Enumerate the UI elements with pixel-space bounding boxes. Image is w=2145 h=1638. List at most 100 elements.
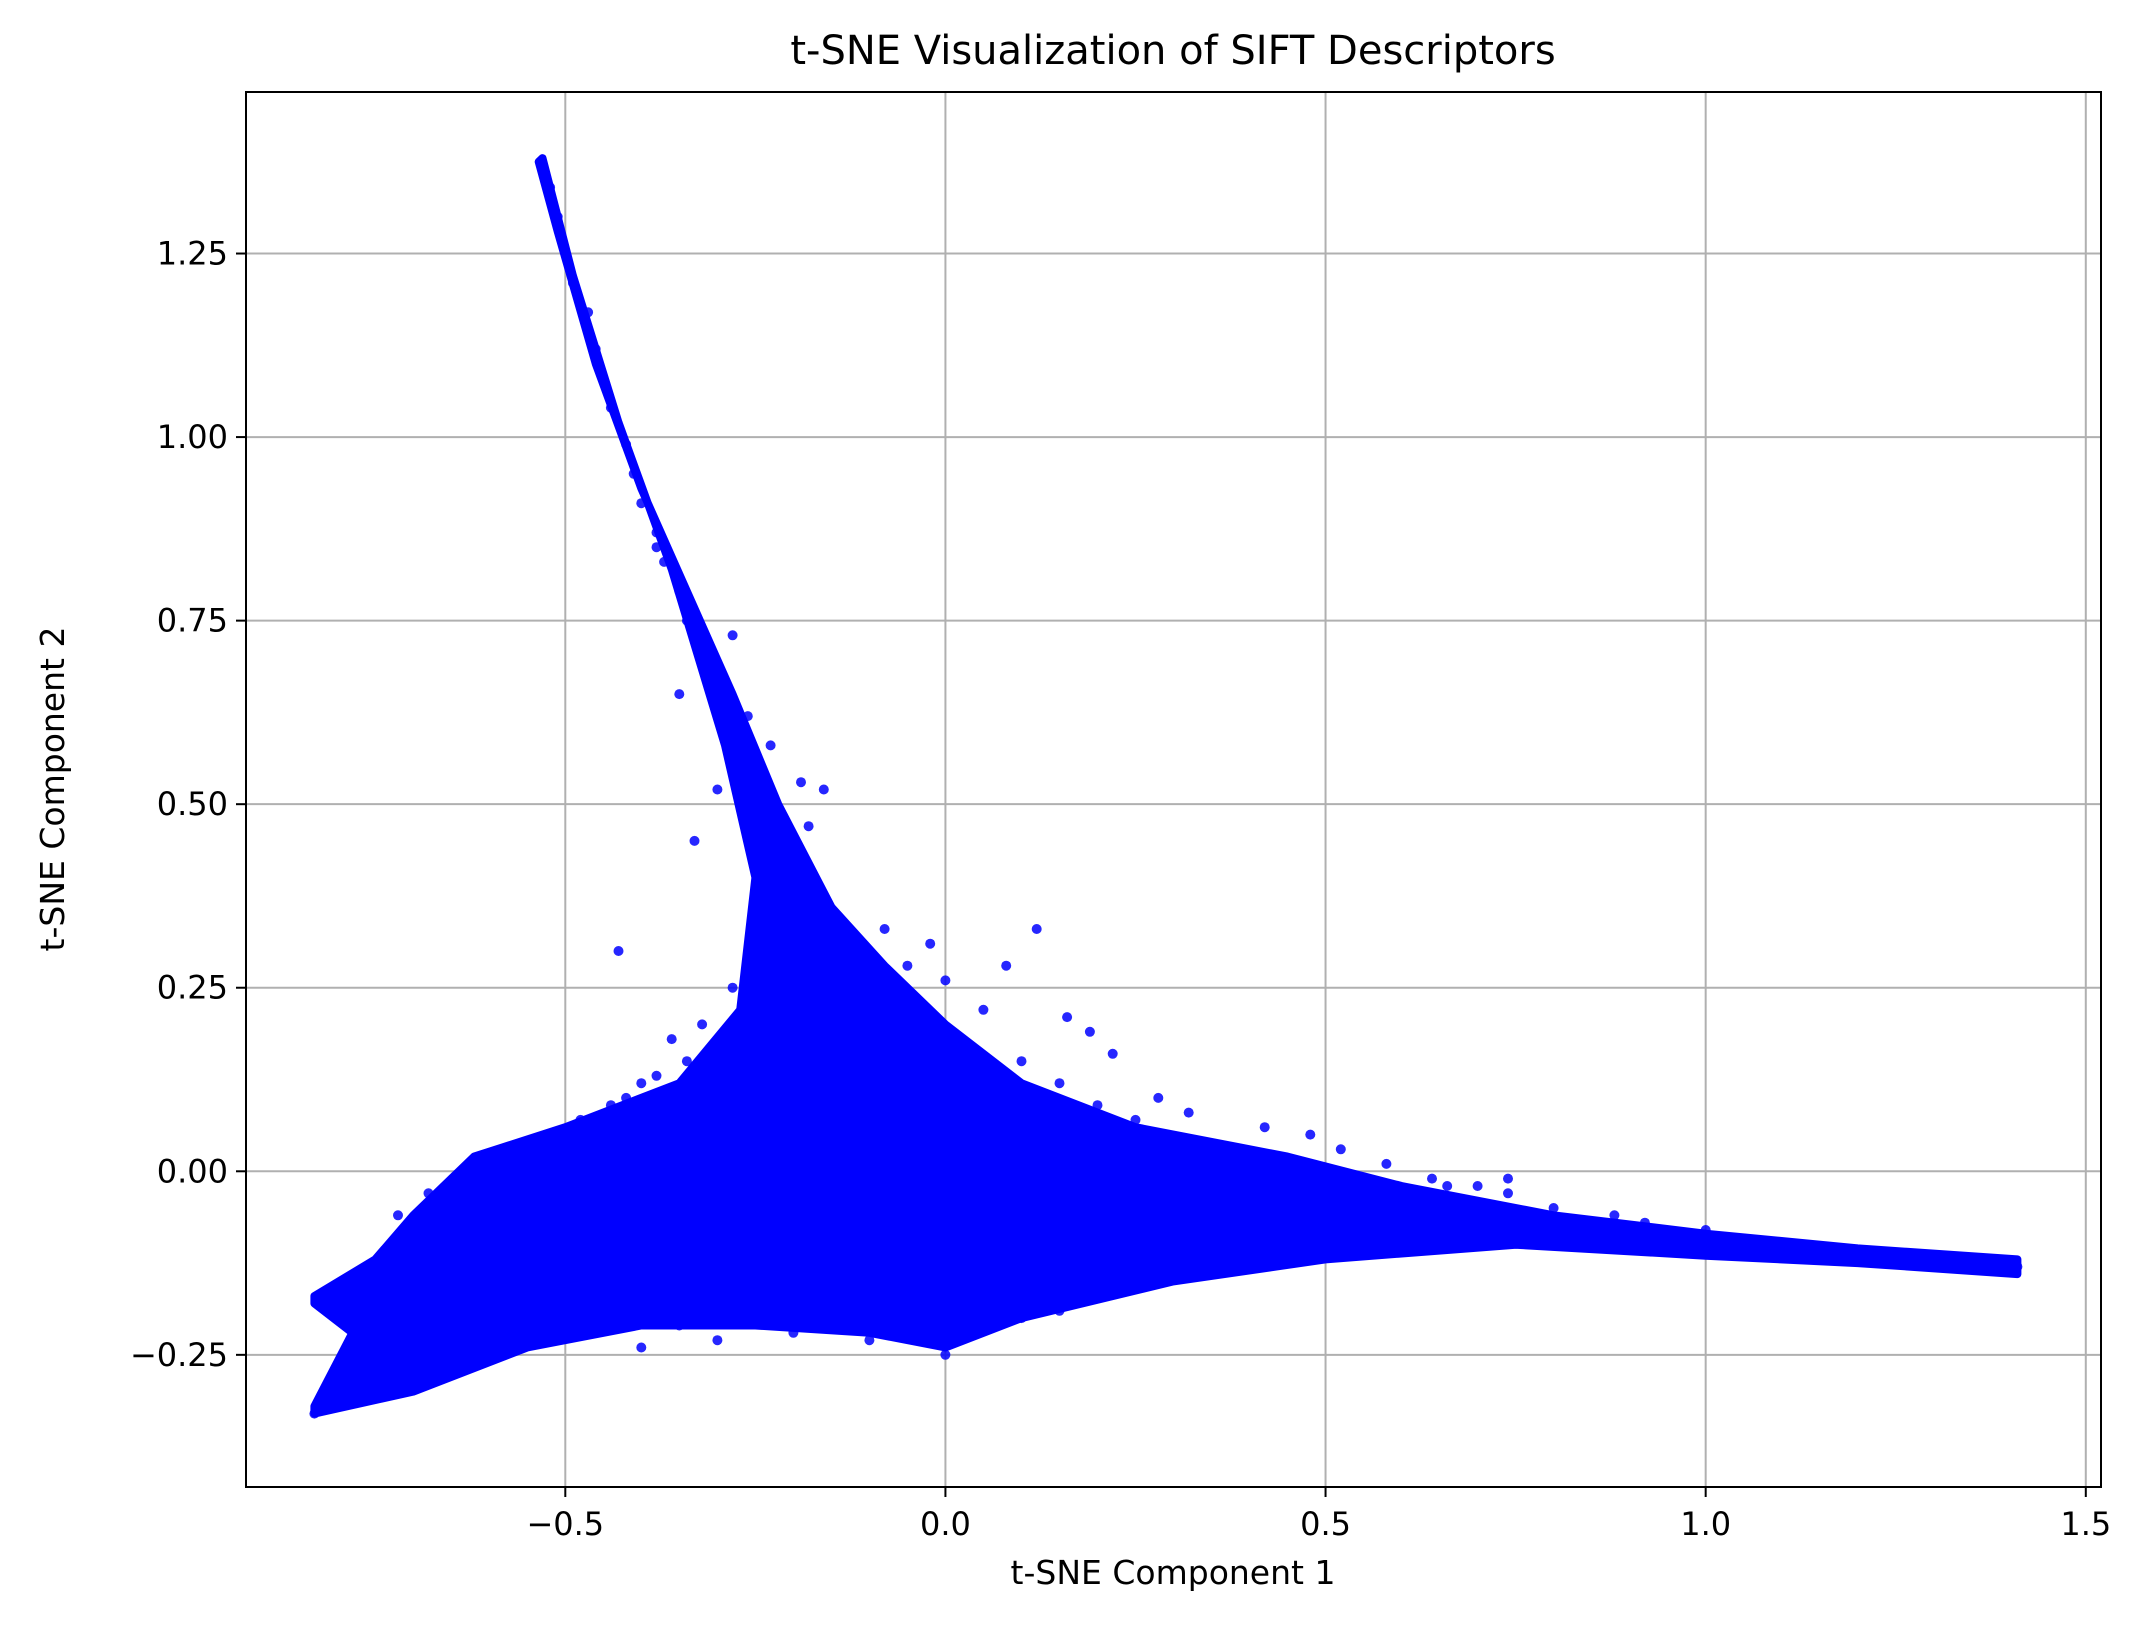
scatter-point [621, 439, 632, 450]
scatter-point [605, 1305, 616, 1316]
scatter-point [659, 556, 670, 567]
scatter-point [849, 1004, 860, 1015]
scatter-point [727, 1188, 738, 1199]
scatter-point [796, 777, 806, 788]
scatter-point [788, 1232, 799, 1243]
scatter-point [1867, 1254, 1878, 1265]
scatter-point [834, 1276, 844, 1287]
scatter-point [636, 1210, 647, 1221]
scatter-point [423, 1364, 434, 1375]
scatter-point [1016, 1122, 1027, 1133]
scatter-point [1062, 1269, 1073, 1280]
scatter-point [1107, 1048, 1118, 1059]
scatter-point [727, 718, 738, 729]
scatter-point [986, 1070, 996, 1081]
scatter-point [1183, 1107, 1194, 1118]
scatter-point [940, 1232, 951, 1243]
scatter-point [560, 248, 571, 259]
scatter-point [499, 1210, 510, 1221]
scatter-point [1153, 1092, 1164, 1103]
scatter-point [1358, 1188, 1369, 1199]
scatter-point [750, 1313, 761, 1324]
scatter-point [1001, 960, 1012, 971]
scatter-point [1959, 1261, 1970, 1272]
scatter-point [1031, 1085, 1042, 1096]
scatter-point [803, 821, 814, 832]
scatter-point [484, 1166, 495, 1177]
scatter-point [1822, 1247, 1833, 1258]
scatter-point [1092, 1232, 1103, 1243]
scatter-point [317, 1291, 327, 1302]
scatter-point [636, 498, 647, 509]
scatter-point [1168, 1225, 1179, 1235]
scatter-point [651, 1070, 662, 1081]
scatter-point [826, 1254, 837, 1265]
scatter-point [1320, 1181, 1331, 1191]
scatter-point [742, 711, 753, 722]
scatter-point [1138, 1210, 1149, 1221]
scatter-point [712, 784, 723, 795]
scatter-point [1320, 1210, 1331, 1221]
scatter-point [902, 1261, 913, 1272]
scatter-point [628, 468, 639, 479]
scatter-point [864, 1078, 875, 1089]
scatter-point [545, 1195, 556, 1206]
x-tick-label: 1.0 [1680, 1505, 1731, 1543]
y-tick-label: 1.00 [157, 418, 228, 456]
scatter-point [940, 975, 951, 986]
scatter-point [955, 1048, 966, 1059]
scatter-point [879, 1276, 890, 1287]
scatter-point [499, 1158, 510, 1169]
scatter-point [1320, 1247, 1331, 1258]
y-tick-label: 0.50 [157, 785, 228, 823]
scatter-point [978, 1254, 989, 1265]
scatter-point [1639, 1239, 1650, 1250]
scatter-point [773, 1019, 784, 1030]
scatter-point [1062, 1012, 1073, 1023]
scatter-point [788, 857, 799, 868]
scatter-point [1259, 1122, 1270, 1133]
scatter-point [1206, 1158, 1217, 1169]
scatter-point [1054, 1078, 1065, 1089]
scatter-point [636, 1078, 647, 1089]
scatter-point [560, 1254, 571, 1265]
scatter-point [1092, 1136, 1103, 1147]
scatter-point [1503, 1188, 1513, 1199]
scatter-point [803, 909, 814, 920]
scatter-point [872, 1041, 882, 1052]
scatter-point [469, 1181, 480, 1191]
scatter-point [393, 1210, 403, 1221]
scatter-point [385, 1379, 396, 1390]
scatter-point [370, 1327, 381, 1338]
scatter-point [522, 1151, 533, 1162]
scatter-point [674, 1114, 685, 1125]
scatter-point [1282, 1225, 1293, 1235]
scatter-point [560, 1320, 571, 1331]
scatter-point [1700, 1225, 1711, 1235]
scatter-point [537, 160, 548, 171]
scatter-point [712, 1225, 723, 1235]
scatter-point [598, 1313, 609, 1324]
scatter-point [894, 1034, 905, 1045]
scatter-point [605, 402, 616, 413]
scatter-point [1472, 1232, 1483, 1243]
scatter-point [826, 1320, 837, 1331]
scatter-point [522, 1239, 533, 1250]
scatter-point [674, 689, 685, 700]
point-cloud-density [310, 154, 2022, 1418]
scatter-point [636, 1181, 647, 1191]
scatter-point [1198, 1247, 1209, 1258]
scatter-point [765, 740, 776, 751]
scatter-point [818, 784, 829, 795]
scatter-point [879, 924, 890, 934]
scatter-point [1168, 1269, 1179, 1280]
scatter-point [902, 1092, 913, 1103]
scatter-point [1153, 1254, 1164, 1265]
scatter-point [1130, 1114, 1141, 1125]
scatter-point [362, 1276, 373, 1287]
scatter-point [651, 527, 662, 538]
x-tick-label: 0.5 [1300, 1505, 1351, 1543]
scatter-point [560, 1327, 571, 1338]
scatter-point [1594, 1232, 1605, 1243]
